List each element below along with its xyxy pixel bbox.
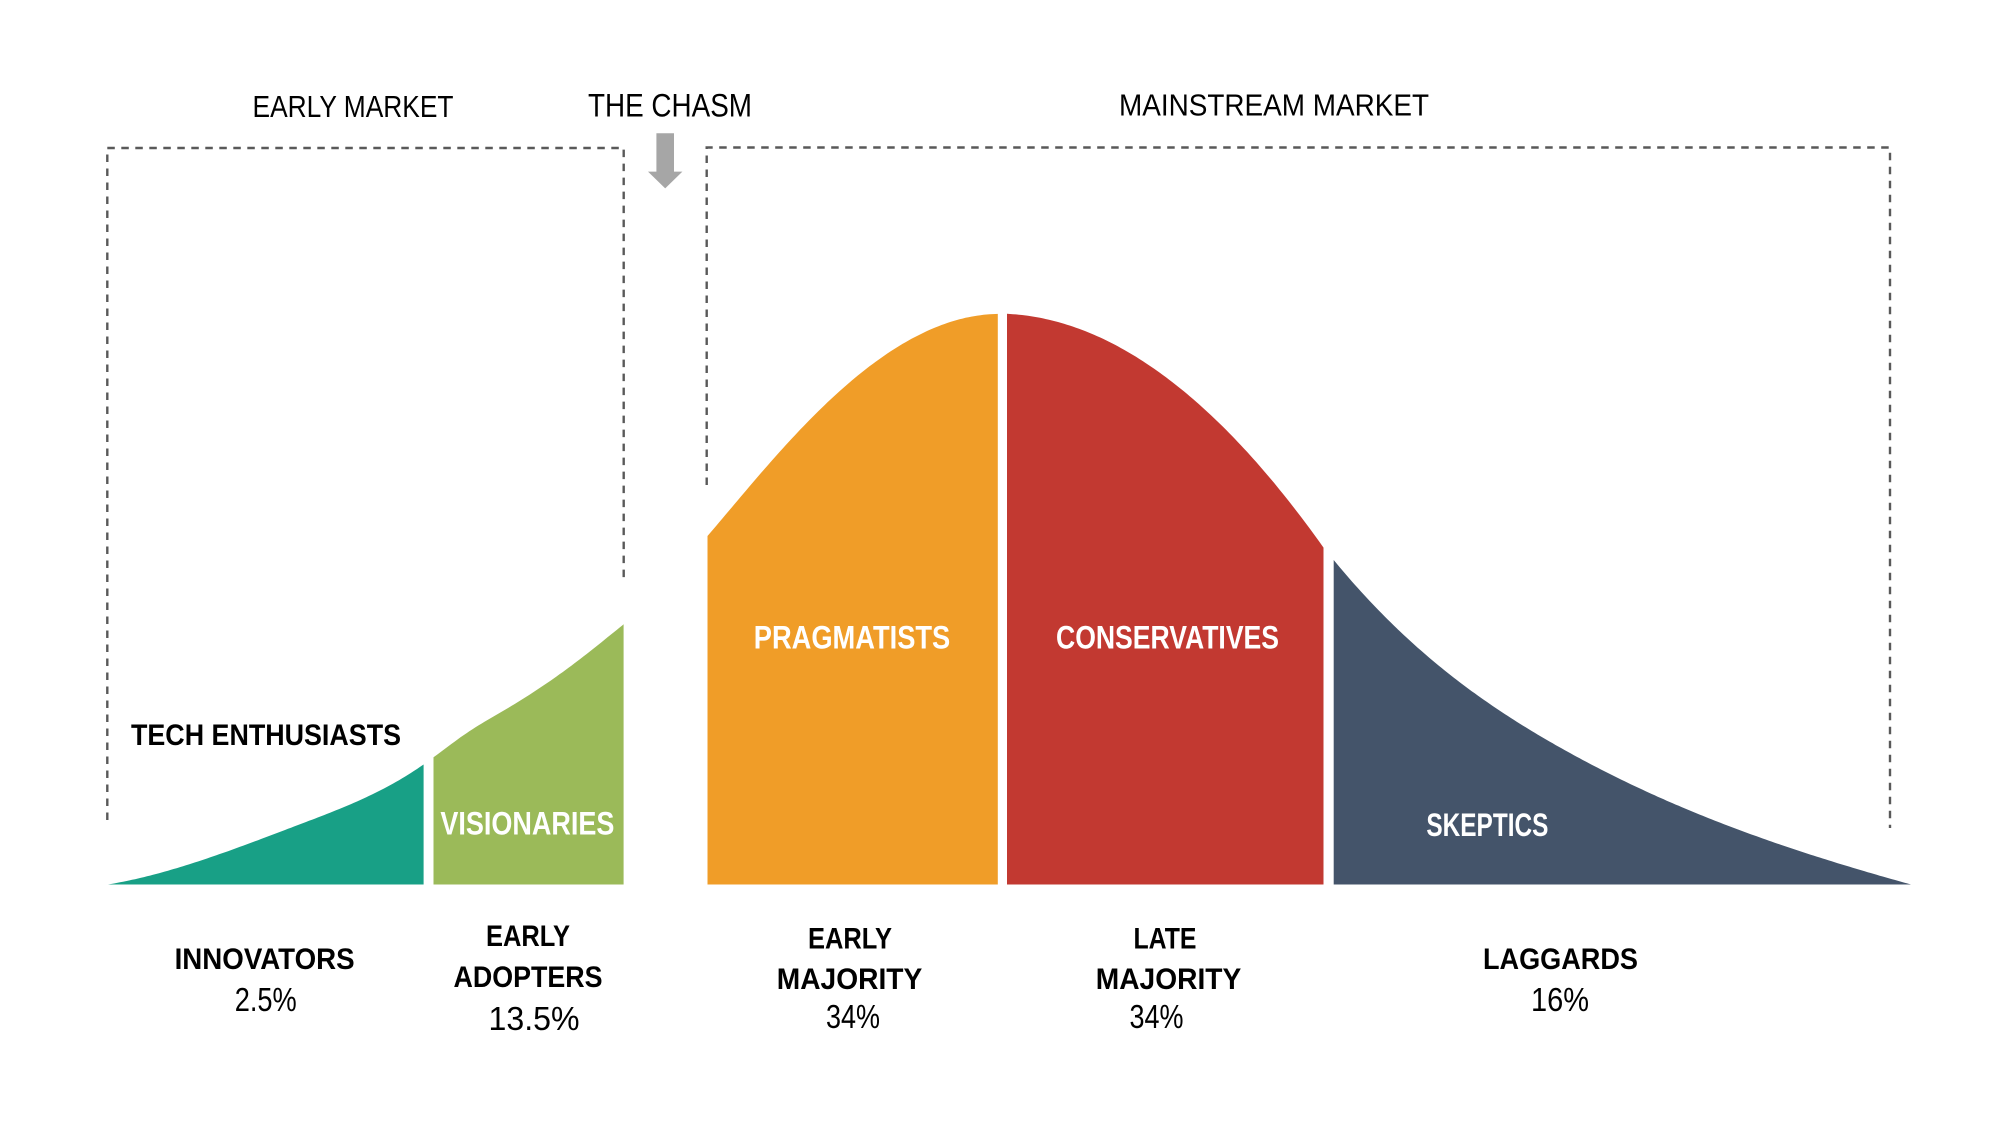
- svg-text:LAGGARDS: LAGGARDS: [1483, 943, 1638, 976]
- svg-text:PRAGMATISTS: PRAGMATISTS: [754, 619, 951, 655]
- svg-text:2.5%: 2.5%: [235, 982, 297, 1019]
- svg-text:MAINSTREAM MARKET: MAINSTREAM MARKET: [1119, 88, 1429, 123]
- svg-text:ADOPTERS: ADOPTERS: [454, 961, 603, 994]
- svg-text:INNOVATORS: INNOVATORS: [175, 943, 355, 976]
- svg-text:MAJORITY: MAJORITY: [1096, 963, 1242, 996]
- svg-text:EARLY MARKET: EARLY MARKET: [253, 89, 454, 124]
- svg-text:34%: 34%: [1130, 999, 1184, 1036]
- svg-text:CONSERVATIVES: CONSERVATIVES: [1056, 620, 1279, 656]
- svg-text:EARLY: EARLY: [486, 920, 570, 953]
- svg-text:MAJORITY: MAJORITY: [777, 963, 923, 996]
- svg-text:LATE: LATE: [1134, 923, 1197, 956]
- svg-text:EARLY: EARLY: [808, 923, 892, 956]
- svg-text:TECH ENTHUSIASTS: TECH ENTHUSIASTS: [131, 719, 401, 752]
- svg-text:13.5%: 13.5%: [489, 1001, 580, 1038]
- svg-text:34%: 34%: [826, 999, 880, 1036]
- svg-text:SKEPTICS: SKEPTICS: [1426, 807, 1548, 843]
- svg-text:16%: 16%: [1531, 982, 1589, 1019]
- svg-text:THE CHASM: THE CHASM: [588, 88, 752, 124]
- svg-text:VISIONARIES: VISIONARIES: [440, 806, 614, 842]
